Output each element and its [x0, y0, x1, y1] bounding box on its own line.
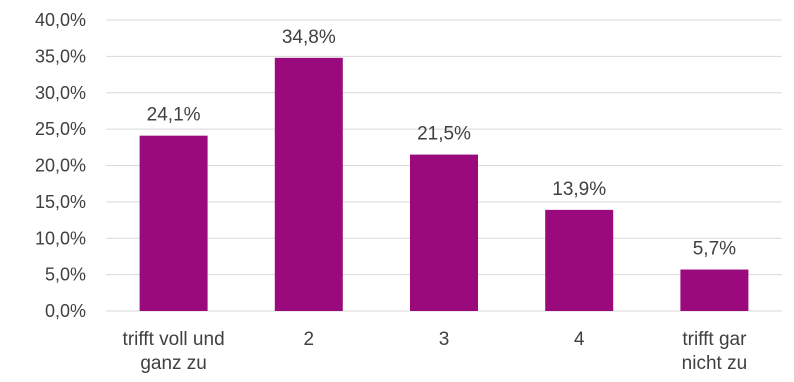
y-tick-label: 35,0% — [35, 46, 86, 66]
bars — [139, 57, 749, 311]
y-tick-label: 5,0% — [45, 265, 86, 285]
x-category-label-line: nicht zu — [682, 353, 747, 374]
y-tick-label: 20,0% — [35, 156, 86, 176]
x-category-label: trifft gar nicht zu — [682, 329, 747, 374]
y-tick-label: 40,0% — [35, 10, 86, 30]
data-label: 24,1% — [147, 105, 201, 126]
bar — [139, 135, 208, 311]
x-axis-category-labels: trifft voll und ganz zu 2 3 4 trifft gar nicht… — [123, 329, 748, 374]
data-labels: 24,1% 34,8% 21,5% 13,9% 5,7% — [147, 27, 736, 260]
data-label: 21,5% — [417, 124, 471, 145]
x-category-label-line: 2 — [304, 329, 315, 350]
bar — [274, 57, 343, 311]
y-tick-label: 30,0% — [35, 83, 86, 103]
x-category-label: 3 — [439, 329, 450, 350]
y-tick-label: 0,0% — [45, 301, 86, 321]
y-tick-label: 15,0% — [35, 192, 86, 212]
x-category-label: 4 — [574, 329, 585, 350]
bar — [545, 209, 614, 311]
y-tick-label: 10,0% — [35, 228, 86, 248]
data-label: 34,8% — [282, 27, 336, 48]
x-category-label: 2 — [304, 329, 315, 350]
x-category-label-line: ganz zu — [140, 353, 207, 374]
data-label: 5,7% — [693, 239, 736, 260]
x-category-label-line: 4 — [574, 329, 585, 350]
x-category-label-line: trifft voll und — [123, 329, 225, 350]
x-category-label-line: trifft gar — [682, 329, 747, 350]
bar — [410, 154, 478, 311]
x-category-label: trifft voll und ganz zu — [123, 329, 225, 374]
y-tick-label: 25,0% — [35, 119, 86, 139]
bar — [680, 269, 749, 311]
x-category-label-line: 3 — [439, 329, 450, 350]
data-label: 13,9% — [552, 179, 606, 200]
y-axis-tick-labels: 0,0% 5,0% 10,0% 15,0% 20,0% 25,0% 30,0% 35,0% 40… — [35, 10, 86, 321]
